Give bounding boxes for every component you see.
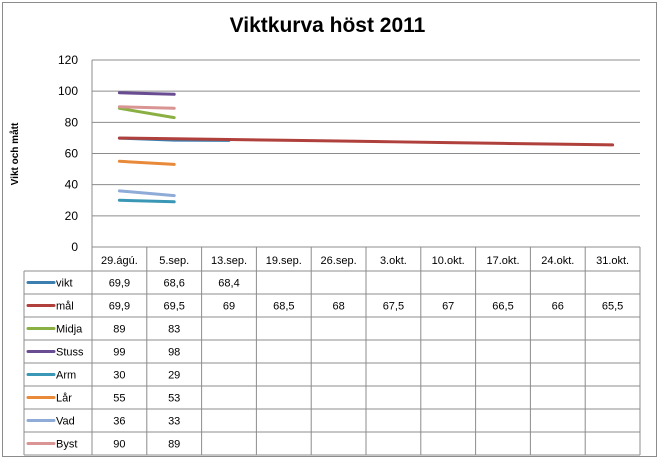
series-line-vad xyxy=(117,189,176,198)
gridlines xyxy=(91,59,640,248)
x-tick-label: 31.okt. xyxy=(596,255,629,267)
data-label: 68,5 xyxy=(273,301,294,313)
series-line-lår xyxy=(117,159,176,166)
data-label: 66,5 xyxy=(492,301,513,313)
y-tick-labels: 0 20 40 60 80 100 120 xyxy=(58,53,78,254)
data-label: 53 xyxy=(168,393,180,405)
data-label: 69,9 xyxy=(109,278,130,290)
data-label: 66 xyxy=(552,301,564,313)
data-label: 68,4 xyxy=(218,278,239,290)
legend-label: Vad xyxy=(56,416,75,428)
series-line-stuss xyxy=(117,91,176,96)
y-tick-label: 80 xyxy=(65,115,79,129)
data-label: 89 xyxy=(113,324,125,336)
data-label: 67,5 xyxy=(383,301,404,313)
series-line-midja xyxy=(117,106,176,120)
data-label: 36 xyxy=(113,416,125,428)
legend-label: Lår xyxy=(56,393,72,405)
data-label: 55 xyxy=(113,393,125,405)
y-tick-label: 60 xyxy=(65,147,79,161)
y-tick-label: 20 xyxy=(65,209,79,223)
series-lines xyxy=(117,91,615,204)
y-tick-label: 40 xyxy=(65,178,79,192)
data-label: 69,9 xyxy=(109,301,130,313)
data-label: 69 xyxy=(223,301,235,313)
data-label: 30 xyxy=(113,370,125,382)
legend-label: Midja xyxy=(56,324,83,336)
data-label: 65,5 xyxy=(602,301,623,313)
legend-label: Stuss xyxy=(56,347,84,359)
x-tick-label: 29.ágú. xyxy=(101,255,138,267)
data-label: 68 xyxy=(332,301,344,313)
x-tick-label: 13.sep. xyxy=(211,255,247,267)
x-tick-label: 24.okt. xyxy=(541,255,574,267)
data-label: 90 xyxy=(113,439,125,451)
data-label: 98 xyxy=(168,347,180,359)
data-label: 67 xyxy=(442,301,454,313)
legend-label: Byst xyxy=(56,439,77,451)
data-label: 33 xyxy=(168,416,180,428)
legend-label: mål xyxy=(56,301,74,313)
data-table: 29.ágú. 5.sep. 13.sep. 19.sep. 26.sep. 3.okt.… xyxy=(23,247,641,456)
legend-label: vikt xyxy=(56,278,73,290)
x-tick-label: 19.sep. xyxy=(266,255,302,267)
x-tick-label: 26.sep. xyxy=(321,255,357,267)
data-label: 99 xyxy=(113,347,125,359)
chart-frame xyxy=(2,2,657,457)
x-tick-label: 5.sep. xyxy=(159,255,189,267)
y-tick-label: 0 xyxy=(71,240,78,254)
series-line-byst xyxy=(117,105,176,110)
x-tick-label: 10.okt. xyxy=(432,255,465,267)
data-label: 83 xyxy=(168,324,180,336)
data-label: 69,5 xyxy=(163,301,184,313)
legend-label: Arm xyxy=(56,370,76,382)
series-line-arm xyxy=(117,198,176,204)
data-label: 68,6 xyxy=(163,278,184,290)
data-label: 89 xyxy=(168,439,180,451)
y-tick-label: 120 xyxy=(58,53,78,67)
data-label: 29 xyxy=(168,370,180,382)
x-tick-label: 3.okt. xyxy=(380,255,407,267)
y-tick-label: 100 xyxy=(58,84,78,98)
series-line-mål xyxy=(117,136,615,147)
chart-title: Viktkurva höst 2011 xyxy=(229,14,426,37)
x-tick-label: 17.okt. xyxy=(486,255,519,267)
